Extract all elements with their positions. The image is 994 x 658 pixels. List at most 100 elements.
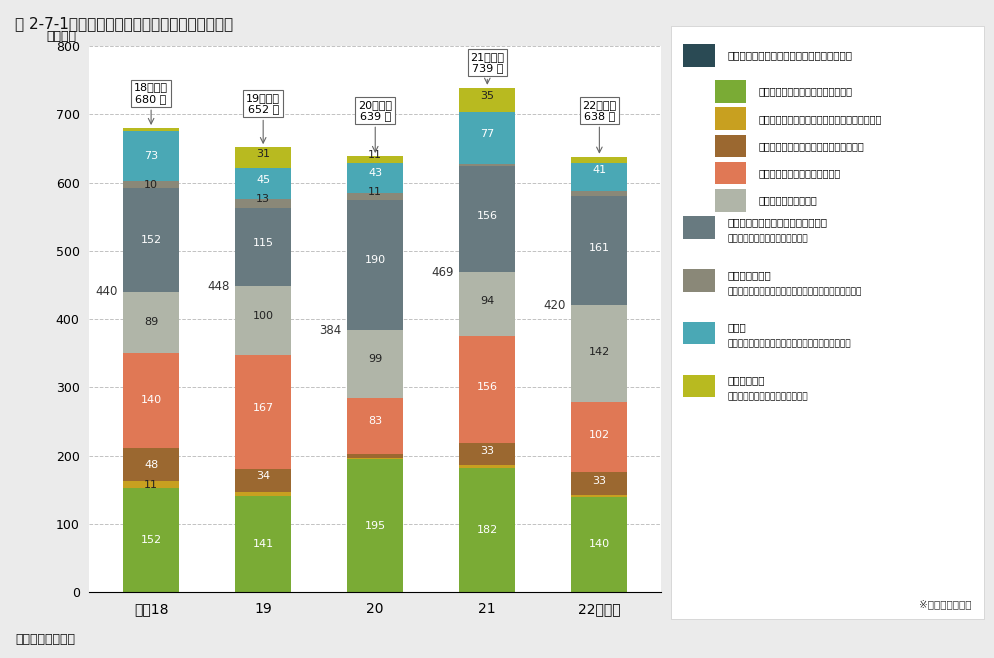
Bar — [347, 330, 404, 397]
Bar — [459, 166, 515, 272]
Bar — [459, 336, 515, 443]
Text: 77: 77 — [480, 129, 494, 139]
Bar — [572, 157, 627, 163]
Text: 31: 31 — [256, 149, 270, 159]
Bar — [236, 492, 291, 496]
Text: 33: 33 — [592, 476, 606, 486]
Text: 156: 156 — [477, 211, 498, 221]
Bar — [236, 286, 291, 355]
Bar — [572, 472, 627, 495]
FancyBboxPatch shape — [715, 135, 746, 157]
FancyBboxPatch shape — [671, 26, 984, 619]
Text: （廃船等の投棄禁止規定違反）: （廃船等の投棄禁止規定違反） — [758, 168, 841, 178]
Text: 港則法: 港則法 — [728, 322, 746, 332]
Bar — [572, 195, 627, 305]
Bar — [347, 459, 404, 592]
Text: 152: 152 — [140, 235, 162, 245]
FancyBboxPatch shape — [684, 322, 715, 344]
FancyBboxPatch shape — [684, 374, 715, 397]
Text: 161: 161 — [588, 243, 610, 253]
Bar — [236, 468, 291, 492]
Text: （船舶からの有害液体物質排出禁止規定違反）: （船舶からの有害液体物質排出禁止規定違反） — [758, 114, 882, 124]
Bar — [236, 199, 291, 208]
Text: 167: 167 — [252, 403, 273, 413]
Text: 140: 140 — [140, 395, 162, 405]
Text: 11: 11 — [368, 187, 383, 197]
FancyBboxPatch shape — [715, 107, 746, 130]
Text: 384: 384 — [319, 324, 342, 336]
Bar — [236, 168, 291, 199]
Bar — [236, 355, 291, 468]
Text: 48: 48 — [144, 459, 158, 470]
Bar — [347, 454, 404, 459]
Text: 140: 140 — [588, 540, 610, 549]
Text: 440: 440 — [95, 286, 117, 298]
Text: 34: 34 — [256, 471, 270, 481]
Text: 156: 156 — [477, 382, 498, 392]
Text: （廃物投棄禁止、貨物の脱落防止設備規定違反等）: （廃物投棄禁止、貨物の脱落防止設備規定違反等） — [728, 340, 851, 349]
Text: 89: 89 — [144, 317, 158, 327]
Bar — [236, 147, 291, 168]
Text: （件数）: （件数） — [47, 30, 77, 43]
Bar — [572, 495, 627, 497]
Text: 73: 73 — [144, 151, 158, 161]
Text: 海洋汚染等及び海上災害の防止に関する法律: 海洋汚染等及び海上災害の防止に関する法律 — [728, 51, 852, 61]
Bar — [572, 305, 627, 403]
Text: （その他の規定違反）: （その他の規定違反） — [758, 195, 817, 205]
Text: 102: 102 — [588, 430, 610, 440]
Text: 22年合計
638 件: 22年合計 638 件 — [582, 99, 616, 153]
Bar — [347, 200, 404, 330]
Text: 83: 83 — [368, 417, 383, 426]
Bar — [123, 181, 179, 188]
Text: 廃棒物の処理及び清揃に関する法律: 廃棒物の処理及び清揃に関する法律 — [728, 217, 827, 227]
Bar — [459, 465, 515, 468]
FancyBboxPatch shape — [684, 269, 715, 291]
FancyBboxPatch shape — [715, 190, 746, 212]
Bar — [347, 397, 404, 454]
Text: 448: 448 — [207, 280, 230, 293]
Text: 水質汚濁防止法: 水質汚濁防止法 — [728, 270, 771, 280]
Bar — [123, 292, 179, 353]
Text: 45: 45 — [256, 174, 270, 184]
Text: 420: 420 — [544, 299, 566, 312]
Text: 図 2-7-1　海上環境関係法令違反送致件数の推移: 図 2-7-1 海上環境関係法令違反送致件数の推移 — [15, 16, 233, 32]
Text: 20年合計
639 件: 20年合計 639 件 — [358, 99, 393, 152]
Bar — [347, 163, 404, 193]
Text: 19年合計
652 件: 19年合計 652 件 — [247, 93, 280, 143]
Bar — [459, 164, 515, 166]
Bar — [459, 88, 515, 112]
Bar — [572, 497, 627, 592]
Text: 190: 190 — [365, 255, 386, 265]
Text: 13: 13 — [256, 194, 270, 205]
Text: 43: 43 — [368, 168, 383, 178]
Bar — [347, 156, 404, 163]
Bar — [123, 353, 179, 448]
FancyBboxPatch shape — [715, 80, 746, 103]
Bar — [459, 468, 515, 592]
Text: （廃棒物の投棄禁止規定違反等）: （廃棒物の投棄禁止規定違反等） — [728, 234, 808, 243]
Text: 11: 11 — [368, 150, 383, 160]
Text: 115: 115 — [252, 238, 273, 248]
Text: 18年合計
680 件: 18年合計 680 件 — [134, 82, 168, 124]
Bar — [572, 403, 627, 472]
FancyBboxPatch shape — [684, 216, 715, 239]
Text: 469: 469 — [431, 266, 453, 278]
Text: 41: 41 — [592, 165, 606, 175]
Text: ※（）は違反事項: ※（）は違反事項 — [919, 599, 971, 609]
Bar — [459, 443, 515, 465]
Bar — [123, 481, 179, 488]
Text: 152: 152 — [140, 536, 162, 545]
Text: 21年合計
739 件: 21年合計 739 件 — [470, 52, 504, 84]
Bar — [236, 496, 291, 592]
Text: （船舶からの油排出禁止規定違反）: （船舶からの油排出禁止規定違反） — [758, 86, 853, 97]
Text: 35: 35 — [480, 91, 494, 101]
Bar — [459, 112, 515, 164]
Bar — [123, 188, 179, 292]
Bar — [459, 272, 515, 336]
FancyBboxPatch shape — [684, 44, 715, 66]
Bar — [236, 208, 291, 286]
Text: 資料：海上保安庁: 資料：海上保安庁 — [15, 633, 75, 646]
Bar — [123, 132, 179, 181]
Text: 10: 10 — [144, 180, 158, 190]
Text: 100: 100 — [252, 311, 273, 321]
